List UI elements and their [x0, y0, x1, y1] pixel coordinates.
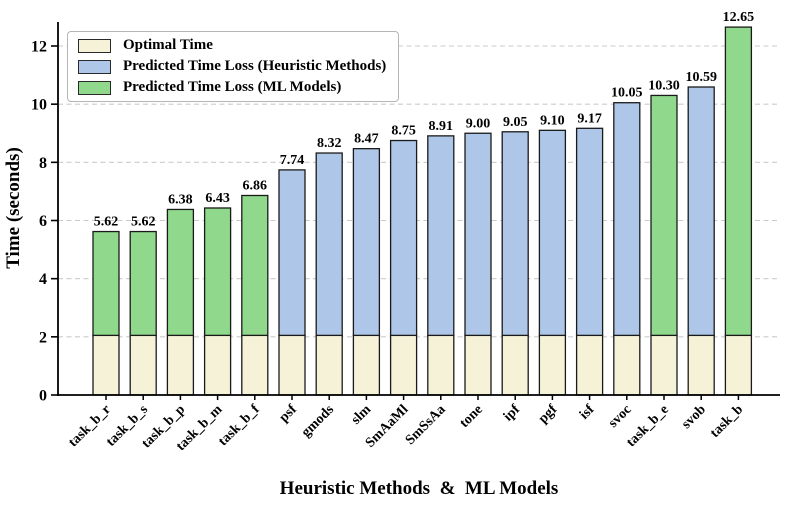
- bar-segment-optimal-tone: [464, 334, 492, 396]
- x-tick-label-slm: slm: [349, 402, 375, 428]
- bar-segment-optimal-svoc: [613, 334, 641, 396]
- x-tick-label-psf: psf: [277, 402, 301, 426]
- bar-value-label-SmSsAa: 8.91: [429, 119, 454, 134]
- bar-segment-loss-slm: [352, 148, 381, 337]
- bar-value-label-svob: 10.59: [685, 70, 717, 85]
- bar-segment-loss-task_b_m: [203, 207, 232, 337]
- bar-segment-optimal-task_b_r: [92, 334, 120, 396]
- bar-segment-loss-psf: [278, 169, 306, 337]
- legend-item-heuristic-loss: Predicted Time Loss (Heuristic Methods): [78, 59, 386, 74]
- bar-segment-optimal-slm: [352, 334, 381, 396]
- bar-segment-loss-task_b_p: [166, 208, 195, 337]
- legend-label-optimal-time: Optimal Time: [123, 37, 213, 53]
- bar-value-label-task_b_e: 10.30: [648, 78, 680, 93]
- bar-segment-loss-tone: [464, 132, 492, 337]
- bar-segment-loss-task_b_r: [92, 230, 120, 337]
- bar-segment-loss-svoc: [613, 102, 641, 337]
- legend-swatch-optimal-time: [78, 38, 111, 53]
- y-tick-label-0: 0: [39, 388, 47, 405]
- bar-segment-optimal-task_b_f: [241, 334, 269, 396]
- bar-value-label-svoc: 10.05: [611, 86, 643, 101]
- bar-value-label-gmods: 8.32: [317, 136, 342, 151]
- bar-value-label-psf: 7.74: [280, 153, 305, 168]
- x-tick-label-svob: svob: [679, 402, 709, 432]
- x-tick-label-pgf: pgf: [536, 402, 561, 427]
- bar-value-label-task_b_s: 5.62: [131, 215, 156, 230]
- bar-segment-loss-task_b_e: [650, 94, 678, 337]
- bar-value-label-task_b_r: 5.62: [94, 215, 119, 230]
- y-tick-label-4: 4: [39, 271, 47, 288]
- bar-segment-optimal-pgf: [538, 334, 567, 396]
- x-tick-label-svoc: svoc: [606, 402, 635, 431]
- bar-segment-loss-task_b_f: [241, 194, 269, 337]
- x-axis-title: Heuristic Methods & ML Models: [279, 478, 559, 499]
- bar-value-label-ipf: 9.05: [503, 115, 528, 130]
- x-tick-label-gmods: gmods: [299, 402, 338, 441]
- y-tick-label-6: 6: [39, 213, 47, 230]
- bar-segment-optimal-svob: [687, 334, 715, 396]
- legend-label-heuristic-loss: Predicted Time Loss (Heuristic Methods): [123, 58, 387, 74]
- bar-segment-optimal-ipf: [501, 334, 529, 396]
- x-tick-label-task_b_f: task_b_f: [216, 402, 263, 449]
- legend-item-optimal-time: Optimal Time: [78, 38, 386, 53]
- bar-segment-loss-gmods: [315, 152, 343, 337]
- bar-segment-loss-task_b: [724, 26, 753, 337]
- bar-segment-optimal-SmSsAa: [427, 334, 455, 396]
- y-tick-label-2: 2: [39, 329, 47, 346]
- x-tick-label-task_b: task_b: [708, 402, 747, 441]
- bar-segment-optimal-SmAaMl: [389, 334, 418, 396]
- bar-segment-optimal-isf: [575, 334, 604, 396]
- bar-segment-optimal-gmods: [315, 334, 343, 396]
- bar-segment-optimal-task_b: [724, 334, 753, 396]
- x-tick-label-SmSsAa: SmSsAa: [403, 402, 449, 448]
- bar-segment-optimal-task_b_p: [166, 334, 195, 396]
- x-tick-label-ipf: ipf: [501, 402, 523, 424]
- y-tick-label-10: 10: [31, 97, 47, 114]
- legend: Optimal Time Predicted Time Loss (Heuris…: [67, 31, 400, 102]
- bar-value-label-slm: 8.47: [354, 132, 379, 147]
- x-tick-label-isf: isf: [577, 402, 598, 423]
- bar-value-label-isf: 9.17: [577, 111, 602, 126]
- x-tick-label-tone: tone: [457, 402, 486, 431]
- bar-value-label-SmAaMl: 8.75: [391, 124, 416, 139]
- bar-segment-loss-task_b_s: [129, 230, 157, 337]
- legend-swatch-ml-loss: [78, 80, 111, 95]
- legend-item-ml-loss: Predicted Time Loss (ML Models): [78, 80, 386, 95]
- bar-value-label-tone: 9.00: [466, 116, 491, 131]
- bar-segment-loss-isf: [575, 127, 604, 337]
- bar-segment-optimal-task_b_s: [129, 334, 157, 396]
- bar-segment-optimal-task_b_e: [650, 334, 678, 396]
- bar-segment-optimal-psf: [278, 334, 306, 396]
- bar-segment-loss-svob: [687, 86, 715, 337]
- y-axis-title: Time (seconds): [3, 147, 24, 269]
- bar-segment-loss-ipf: [501, 131, 529, 337]
- y-tick-label-8: 8: [39, 155, 47, 172]
- bar-value-label-task_b: 12.65: [723, 10, 755, 25]
- bar-segment-optimal-task_b_m: [203, 334, 232, 396]
- legend-label-ml-loss: Predicted Time Loss (ML Models): [123, 79, 342, 95]
- bar-value-label-task_b_f: 6.86: [243, 178, 268, 193]
- bar-segment-loss-SmSsAa: [427, 135, 455, 337]
- legend-swatch-heuristic-loss: [78, 59, 111, 74]
- bar-value-label-task_b_m: 6.43: [205, 191, 230, 206]
- y-tick-label-12: 12: [31, 39, 47, 56]
- bar-segment-loss-pgf: [538, 129, 567, 337]
- bar-value-label-task_b_p: 6.38: [168, 192, 193, 207]
- bar-value-label-pgf: 9.10: [540, 113, 565, 128]
- bar-segment-loss-SmAaMl: [389, 139, 418, 337]
